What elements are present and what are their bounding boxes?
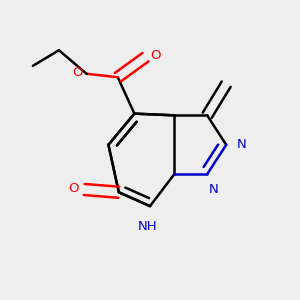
Text: O: O xyxy=(72,66,83,79)
Text: O: O xyxy=(151,49,161,62)
Text: NH: NH xyxy=(137,220,157,233)
Text: N: N xyxy=(209,183,219,196)
Text: O: O xyxy=(68,182,79,195)
Text: N: N xyxy=(237,138,246,151)
